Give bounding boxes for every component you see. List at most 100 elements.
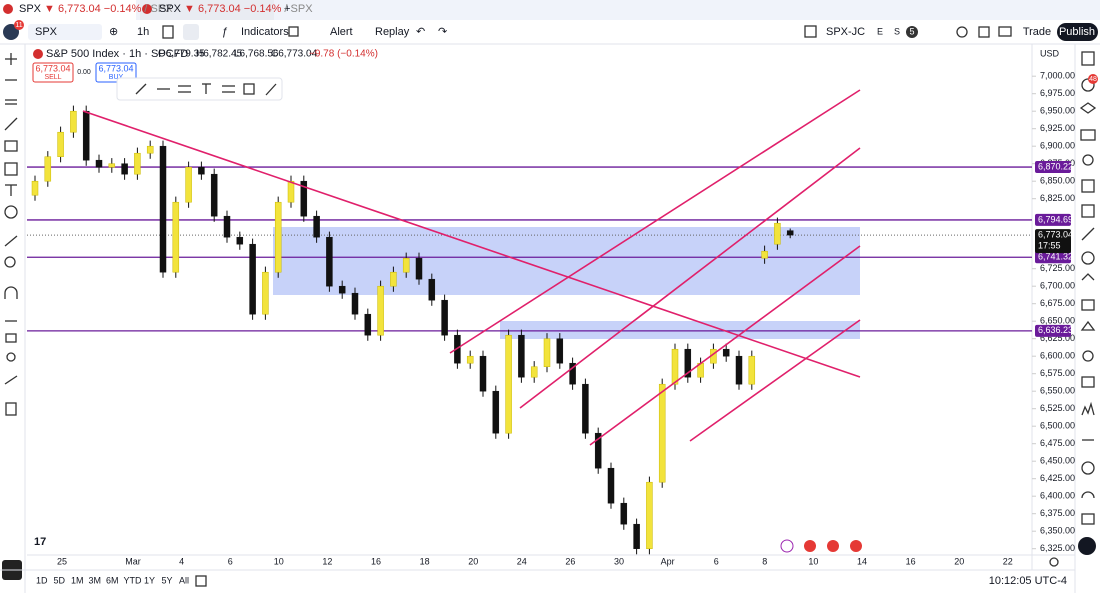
x-tick-label: 20 [954, 556, 964, 566]
y-tick-label: 6,550.00 [1040, 386, 1075, 396]
legend-open: O6,779.35 [158, 49, 205, 60]
level-label: 6,636.23 [1038, 325, 1073, 335]
range-button[interactable]: 5D [54, 575, 66, 585]
templates[interactable] [288, 26, 299, 37]
candle [428, 278, 436, 301]
tab-change: −0.14% [244, 3, 282, 15]
x-tick-label: 26 [565, 556, 575, 566]
candle-style[interactable] [183, 24, 199, 40]
legend-low: L6,768.56 [234, 49, 279, 60]
bar-style[interactable] [162, 25, 174, 39]
range-button[interactable]: 1Y [144, 575, 155, 585]
x-tick-label: 10 [808, 556, 818, 566]
buy-label: BUY [109, 74, 124, 81]
trade[interactable]: Trade [1023, 26, 1051, 38]
range-button[interactable]: 6M [106, 575, 119, 585]
clock: 10:12:05 UTC-4 [989, 575, 1067, 587]
range-button[interactable]: 5Y [162, 575, 173, 585]
tab[interactable] [0, 0, 136, 20]
five-button[interactable] [906, 26, 918, 38]
y-tick-label: 6,325.00 [1040, 543, 1075, 553]
replay[interactable]: Replay [375, 26, 410, 38]
undo[interactable]: ↶ [416, 26, 425, 38]
level-badge [1035, 251, 1071, 264]
x-tick-label: 16 [371, 556, 381, 566]
y-tick-label: 6,700.00 [1040, 281, 1075, 291]
chart-pane[interactable] [27, 45, 1032, 555]
tab-icon [142, 4, 152, 14]
x-tick-label: 16 [906, 556, 916, 566]
snapshot[interactable] [998, 26, 1012, 37]
y-tick-label: 6,625.00 [1040, 333, 1075, 343]
drawing-tools[interactable] [4, 53, 18, 416]
spread: 0.00 [77, 69, 91, 76]
sell-button[interactable] [32, 62, 74, 83]
time-settings[interactable] [1049, 557, 1059, 567]
x-tick-label: 4 [179, 556, 184, 566]
new-tab[interactable]: + [284, 3, 290, 15]
range-button[interactable]: 3M [89, 575, 102, 585]
level-badge [1035, 213, 1071, 226]
candle [287, 180, 295, 203]
zones [273, 227, 860, 339]
redo: ↷ [438, 26, 447, 38]
layout-name[interactable]: SPX-JC [826, 26, 865, 38]
trendlines [82, 89, 861, 446]
legend-name: S&P 500 Index · 1h · SPCFD [46, 48, 188, 60]
y-tick-label: 6,675.00 [1040, 298, 1075, 308]
x-tick-label: 18 [420, 556, 430, 566]
alert[interactable]: Alert [330, 26, 353, 38]
candle [351, 292, 359, 315]
candle [441, 299, 448, 336]
sidebar-tools[interactable] [1079, 51, 1097, 525]
y-tick-label: 6,525.00 [1040, 403, 1075, 413]
layout-icon[interactable] [804, 25, 817, 38]
candle [671, 348, 679, 385]
x-tick-label: 30 [614, 556, 624, 566]
drawing-toolbar-icons[interactable] [135, 83, 277, 96]
range-button[interactable]: All [179, 575, 189, 585]
avatar-badge [14, 20, 24, 30]
e-button[interactable]: E [877, 26, 883, 36]
candle [620, 502, 628, 525]
more-button[interactable] [1078, 537, 1096, 555]
fullscreen[interactable] [978, 26, 990, 38]
tab[interactable] [140, 0, 274, 20]
compare[interactable]: ⊕ [109, 26, 118, 38]
y-tick-label: 6,950.00 [1040, 106, 1075, 116]
countdown: 17:55 [1038, 240, 1061, 250]
range-button[interactable]: 1M [71, 575, 84, 585]
range-button[interactable]: YTD [124, 575, 143, 585]
range-button[interactable]: 1D [36, 575, 48, 585]
symbol-search[interactable] [28, 24, 102, 40]
y-tick-label: 6,375.00 [1040, 508, 1075, 518]
y-tick-label: 6,350.00 [1040, 526, 1075, 536]
candle [735, 355, 743, 385]
y-tick-label: 6,425.00 [1040, 473, 1075, 483]
s-button[interactable]: S [894, 26, 900, 36]
candle [466, 355, 474, 364]
x-tick-label: 6 [714, 556, 719, 566]
candle [569, 362, 576, 385]
candle [786, 230, 794, 236]
candle [134, 152, 141, 175]
candle [633, 523, 640, 549]
legend-high: H6,782.45 [196, 49, 243, 60]
y-tick-label: 6,850.00 [1040, 176, 1075, 186]
tab-icon [3, 4, 13, 14]
y-tick-label: 6,725.00 [1040, 263, 1075, 273]
candle [492, 390, 500, 434]
candle [274, 201, 282, 273]
buy-button[interactable] [95, 62, 137, 83]
y-tick-label: 7,000.00 [1040, 71, 1075, 81]
candle [543, 338, 551, 367]
x-tick-label: 20 [468, 556, 478, 566]
indicators[interactable]: Indicators [241, 26, 289, 38]
candle [748, 355, 756, 385]
publish-button[interactable] [1057, 23, 1098, 41]
settings[interactable] [956, 26, 968, 38]
interval[interactable]: 1h [137, 26, 149, 38]
candle [377, 285, 384, 336]
candle [390, 271, 397, 287]
date-range[interactable] [195, 575, 207, 587]
